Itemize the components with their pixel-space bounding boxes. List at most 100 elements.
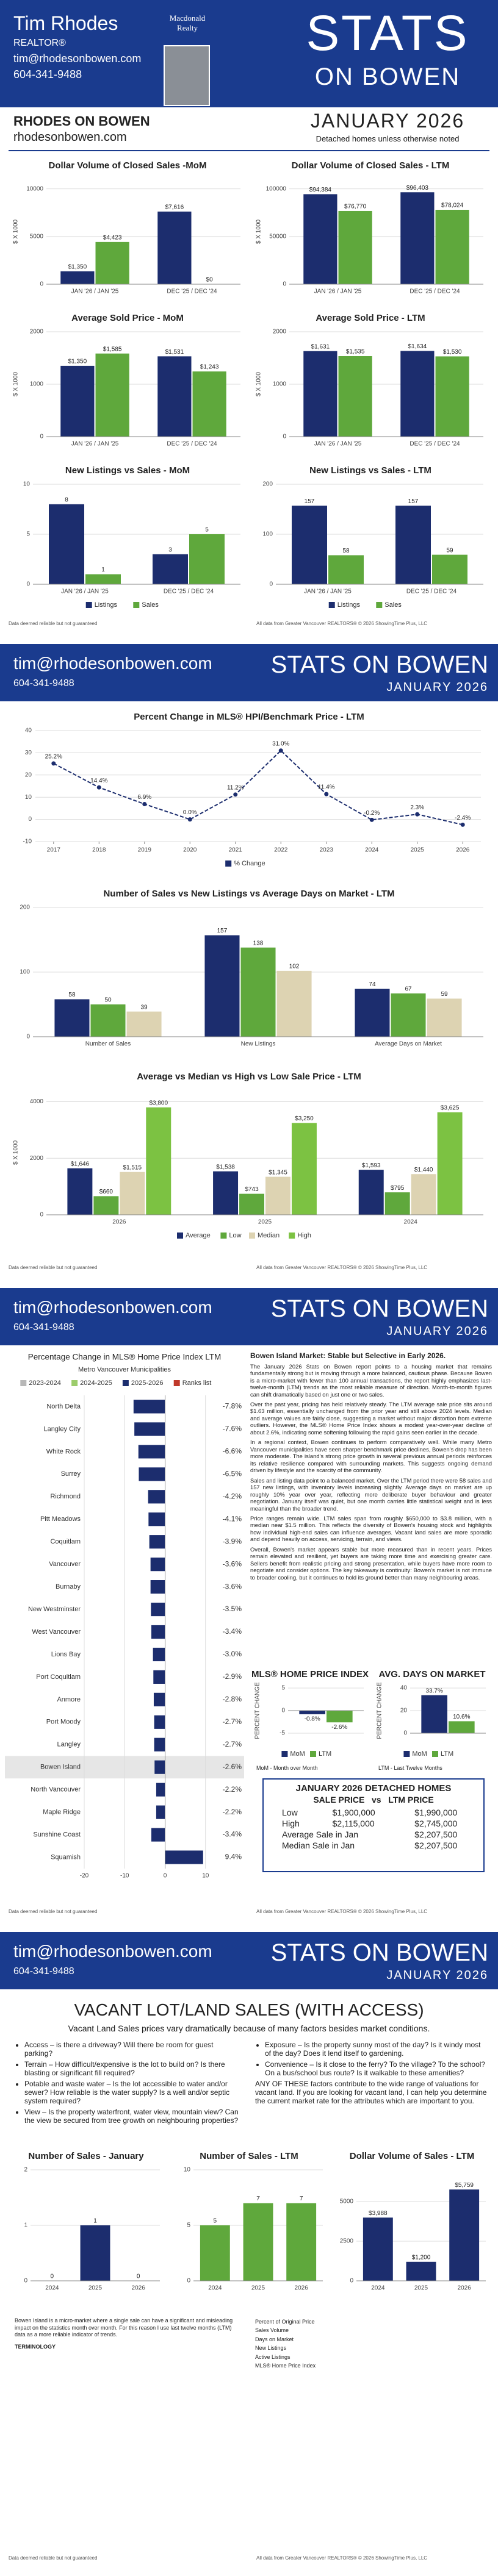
- agent-email: tim@rhodesonbowen.com: [13, 52, 142, 65]
- y-axis-label: PERCENT CHANGE: [377, 1682, 383, 1739]
- x-tick-label: 2024: [371, 2285, 385, 2292]
- bar: [291, 1123, 317, 1215]
- value-label: 14.4%: [90, 778, 107, 784]
- bar: [156, 1783, 165, 1797]
- header-phone: 604-341-9488: [13, 678, 74, 689]
- bar: [338, 210, 372, 284]
- point: [415, 812, 420, 817]
- bar: [95, 242, 129, 284]
- bar: [146, 1107, 171, 1215]
- y-tick-label: 50000: [269, 233, 286, 240]
- y-tick-label: 2000: [30, 1155, 44, 1162]
- legend-swatch: [249, 1233, 255, 1239]
- value-label: $660: [99, 1189, 114, 1195]
- intro-title: RHODES ON BOWEN: [13, 113, 150, 129]
- bar: [243, 2203, 273, 2281]
- x-tick-label: 2025: [88, 2285, 103, 2292]
- value-label: 5: [214, 2218, 217, 2225]
- report-title: Bowen Island Market: Stable but Selectiv…: [250, 1351, 446, 1360]
- x-tick-label: 2025: [411, 847, 425, 854]
- value-label: 25.2%: [45, 754, 62, 760]
- y-tick-label: 200: [262, 481, 273, 488]
- legend-swatch: [403, 1751, 410, 1757]
- x-tick-label: 2026: [456, 847, 470, 854]
- legend-swatch: [122, 1380, 129, 1386]
- bar: [154, 1737, 165, 1751]
- header-phone: 604-341-9488: [13, 1966, 74, 1977]
- x-tick-label: 2024: [45, 2285, 59, 2292]
- chart-slot: Percentage Change in MLS® Home Price Ind…: [4, 1350, 245, 1887]
- y-tick-label: 1000: [273, 381, 287, 388]
- bar: [150, 1558, 165, 1572]
- market-report: Bowen Island Market: Stable but Selectiv…: [250, 1351, 492, 1661]
- legend-label: LTM: [319, 1750, 331, 1758]
- header-email: tim@rhodesonbowen.com: [13, 1942, 212, 1961]
- category-label: Sunshine Coast: [33, 1831, 81, 1838]
- chart-title: Number of Sales - LTM: [200, 2151, 298, 2161]
- bar: [204, 935, 240, 1037]
- bar: [148, 1490, 165, 1504]
- bar: [67, 1168, 93, 1215]
- value-label: $0: [206, 277, 214, 284]
- bar: [406, 2261, 436, 2281]
- legend-label: Median: [258, 1232, 280, 1239]
- value-label: 59: [441, 991, 448, 998]
- page-header: tim@rhodesonbowen.com 604-341-9488 STATS…: [0, 1932, 498, 1989]
- category-label: Pitt Meadows: [40, 1515, 81, 1523]
- y-tick-label: 40: [25, 728, 32, 734]
- bar: [411, 1174, 436, 1215]
- y-tick-label: 40: [400, 1685, 408, 1692]
- value-label: 0: [137, 2274, 140, 2280]
- value-label: 74: [369, 981, 376, 988]
- y-tick-label: 5000: [340, 2199, 354, 2205]
- chart: Percentage Change in MLS® Home Price Ind…: [5, 1353, 244, 1880]
- value-label: 157: [305, 498, 315, 505]
- category-label: White Rock: [46, 1448, 81, 1455]
- x-tick-label: 2024: [365, 847, 379, 854]
- value-label: 1: [93, 2218, 97, 2225]
- terminology-right: Percent of Original Price Sales Volume D…: [255, 2317, 487, 2370]
- bar: [60, 365, 95, 437]
- footer-right: All data from Greater Vancouver REALTORS…: [256, 1265, 428, 1270]
- category-label: Burnaby: [56, 1583, 81, 1590]
- y-tick-label: 200: [20, 904, 30, 911]
- value-label: $5,759: [455, 2182, 474, 2189]
- value-label: -3.5%: [223, 1605, 242, 1613]
- value-label: $3,988: [369, 2210, 388, 2217]
- term: Sales Volume: [255, 2327, 289, 2334]
- value-label: -2.2%: [223, 1808, 242, 1816]
- header-brand: STATS ON BOWEN: [270, 1939, 488, 1966]
- footer-right: All data from Greater Vancouver REALTORS…: [256, 621, 428, 626]
- x-tick-label: DEC '25 / DEC '24: [167, 288, 217, 295]
- value-label: $3,625: [441, 1105, 460, 1112]
- category-label: Squamish: [51, 1853, 81, 1861]
- bar: [157, 356, 192, 437]
- chart-title: Number of Sales - January: [28, 2151, 144, 2161]
- y-tick-label: 10: [184, 2167, 191, 2174]
- factor: Potable and waste water – Is the lot acc…: [24, 2080, 240, 2105]
- bar: [157, 211, 192, 284]
- legend-label: Listings: [337, 601, 361, 609]
- chart-slot: AVG. DAYS ON MARKET PERCENT CHANGE 0 20 40 33…: [372, 1665, 492, 1762]
- bar: [153, 1670, 165, 1684]
- y-tick-label: 0: [283, 281, 286, 288]
- value-label: $78,024: [441, 202, 464, 209]
- summary-row: High $2,115,000 $2,745,000: [264, 1818, 483, 1829]
- y-tick-label: 5: [26, 531, 30, 538]
- intro-note: Detached homes unless otherwise noted: [316, 134, 460, 143]
- value-label: $1,350: [68, 359, 87, 365]
- chart-title: AVG. DAYS ON MARKET: [378, 1669, 485, 1680]
- value-label: 157: [217, 928, 228, 934]
- brokerage-logo: Macdonald Realty: [169, 13, 206, 32]
- chart: Average vs Median vs High vs Low Sale Pr…: [13, 1072, 483, 1239]
- point: [369, 817, 374, 822]
- category-label: Port Moody: [46, 1719, 81, 1726]
- value-label: -7.6%: [223, 1425, 242, 1433]
- y-axis-label: $ X 1000: [13, 372, 20, 396]
- chart-slot: Number of Sales - January 0 1 2 0 2024 1 2025 0 2…: [6, 2147, 166, 2299]
- point: [278, 748, 283, 753]
- legend-label: MoM: [290, 1750, 305, 1758]
- report-paragraph: Price ranges remain wide. LTM sales span…: [250, 1515, 492, 1543]
- y-tick-label: 2: [24, 2167, 27, 2174]
- category-label: Coquitlam: [50, 1538, 81, 1545]
